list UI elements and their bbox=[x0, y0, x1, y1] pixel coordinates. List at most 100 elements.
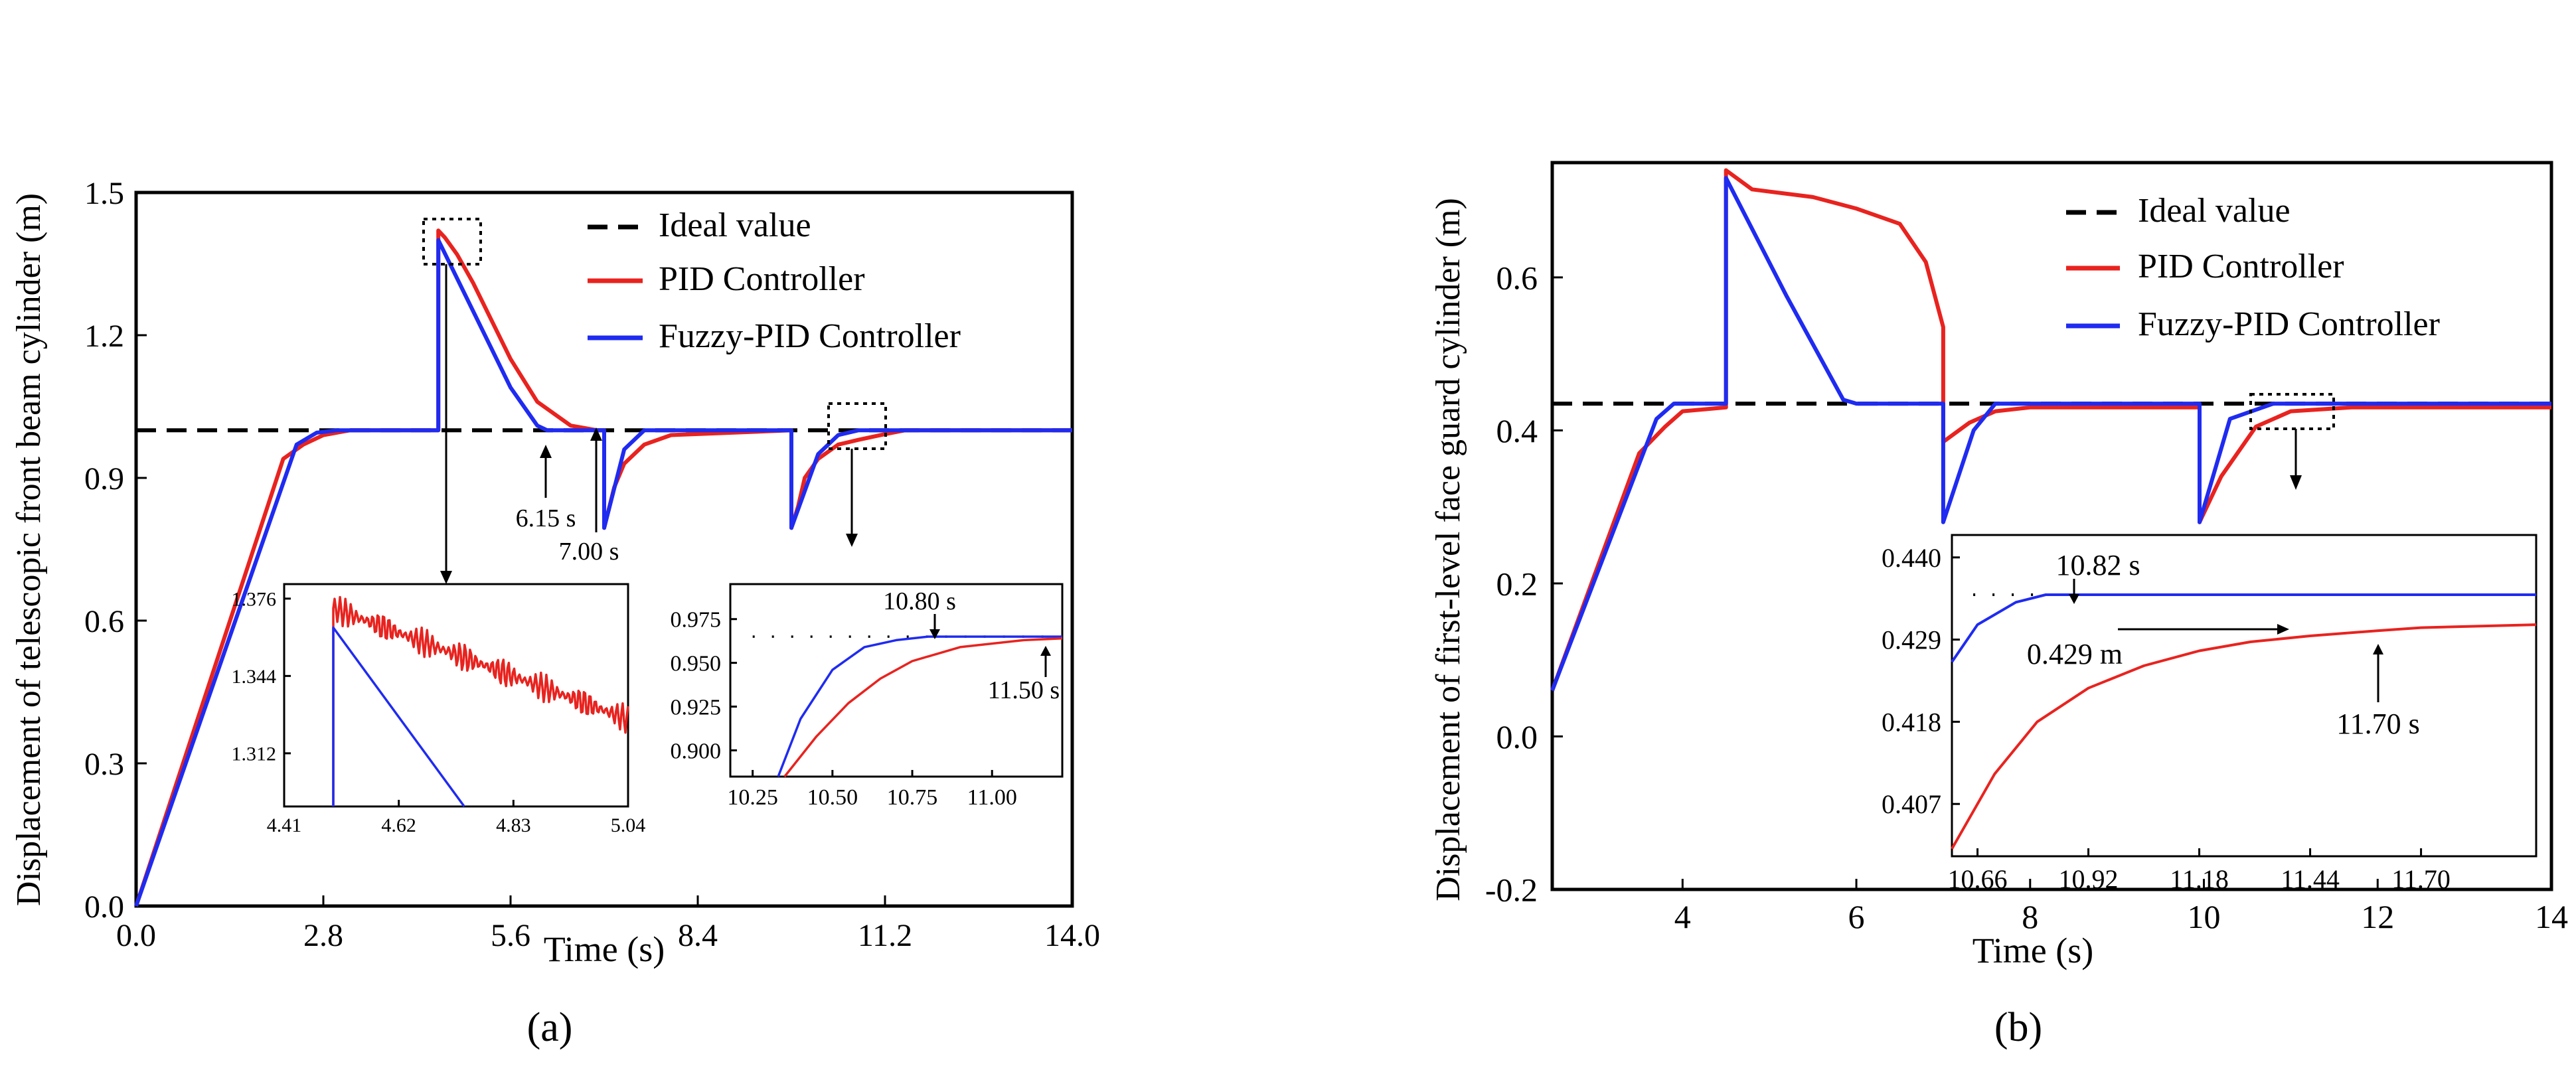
panel-a-x-ticks: 0.0 2.8 5.6 8.4 11.2 14.0 bbox=[116, 895, 1100, 953]
panel-a-x-label: Time (s) bbox=[544, 929, 665, 969]
panel-b-legend: Ideal value PID Controller Fuzzy-PID Con… bbox=[2066, 192, 2440, 343]
inset-a1-x-tick-label: 5.04 bbox=[611, 814, 646, 836]
panel-b-y-tick-label: 0.6 bbox=[1496, 259, 1538, 296]
panel-a-x-tick-label: 5.6 bbox=[491, 918, 530, 953]
inset-a2-series-fuzzy bbox=[777, 635, 1062, 777]
inset-a1-ticks: 4.41 4.62 4.83 5.04 1.312 1.344 1.376 bbox=[232, 588, 646, 836]
inset-a1-x-tick-label: 4.62 bbox=[381, 814, 416, 836]
panel-b-x-tick-label: 10 bbox=[2188, 898, 2221, 935]
panel-a-inset-1: 4.41 4.62 4.83 5.04 1.312 1.344 1.376 bbox=[232, 583, 646, 836]
inset-a2-arrowhead-1080 bbox=[929, 629, 940, 639]
inset-a2-series-pid bbox=[783, 637, 1063, 778]
panel-a-legend: Ideal value PID Controller Fuzzy-PID Con… bbox=[588, 206, 961, 355]
panel-b-plot-frame bbox=[1550, 161, 2553, 891]
panel-a-x-tick-label: 14.0 bbox=[1044, 918, 1100, 953]
panel-a-zoom-box-2 bbox=[827, 402, 887, 450]
inset-a1-x-tick-label: 4.41 bbox=[267, 814, 302, 836]
panel-b-x-tick-label: 8 bbox=[2022, 898, 2038, 935]
inset-b1-x-tick-label: 11.18 bbox=[2170, 864, 2229, 894]
inset-a1-series bbox=[332, 595, 629, 808]
inset-a2-x-tick-label: 10.50 bbox=[807, 785, 858, 810]
inset-b1-y-tick-label: 0.418 bbox=[1882, 707, 1941, 737]
panel-a-y-tick-label: 0.9 bbox=[84, 461, 124, 496]
inset-b1-series-pid bbox=[1951, 623, 2537, 850]
panel-b-x-label: Time (s) bbox=[1972, 931, 2094, 970]
panel-a-zoom-box-1 bbox=[422, 218, 482, 266]
panel-a-caption: (a) bbox=[527, 1005, 573, 1050]
legend-b-label-ideal: Ideal value bbox=[2138, 192, 2291, 230]
inset-a2-x-tick-label: 10.75 bbox=[887, 785, 938, 810]
inset-b1-x-tick-label: 11.44 bbox=[2281, 864, 2340, 894]
inset-a2-y-tick-label: 0.900 bbox=[671, 739, 722, 763]
panel-a-zoom-arrowhead-2 bbox=[846, 534, 858, 547]
inset-b1-series-fuzzy bbox=[1951, 593, 2536, 663]
panel-a-x-tick-label: 0.0 bbox=[116, 918, 156, 953]
panel-a-x-tick-label: 11.2 bbox=[858, 918, 912, 953]
panel-b-x-tick-label: 4 bbox=[1674, 898, 1691, 935]
inset-a1-x-tick-label: 4.83 bbox=[496, 814, 531, 836]
inset-b1-arrowhead-0429 bbox=[2277, 624, 2289, 635]
legend-label-pid: PID Controller bbox=[659, 260, 865, 298]
legend-b-label-fuzzy: Fuzzy-PID Controller bbox=[2138, 305, 2440, 343]
inset-b1-ticks: 10.66 10.92 11.18 11.44 11.70 0.407 0.418 0.429… bbox=[1882, 543, 2451, 894]
inset-b1-y-tick-label: 0.407 bbox=[1882, 789, 1941, 819]
inset-b1-x-tick-label: 10.92 bbox=[2059, 864, 2119, 894]
panel-a-x-tick-label: 2.8 bbox=[303, 918, 343, 953]
inset-a2-arrowhead-1150 bbox=[1040, 646, 1051, 656]
panel-a-y-ticks: 0.0 0.3 0.6 0.9 1.2 1.5 bbox=[84, 176, 147, 925]
panel-a-y-tick-label: 1.5 bbox=[84, 176, 124, 211]
inset-a2-annotation-1150: 11.50 s bbox=[988, 676, 1060, 704]
annotation-arrowhead-700 bbox=[590, 427, 602, 441]
panel-b-y-ticks: -0.2 0.0 0.2 0.4 0.6 bbox=[1485, 259, 1563, 909]
annotation-615: 6.15 s bbox=[516, 504, 576, 532]
inset-b1-frame bbox=[1951, 534, 2537, 858]
panel-b: -0.2 0.0 0.2 0.4 0.6 4 6 8 10 12 14 Ideal value P… bbox=[1429, 161, 2568, 1050]
panel-b-series-pid bbox=[1550, 168, 2551, 692]
panel-b-x-tick-label: 12 bbox=[2361, 898, 2394, 935]
panel-b-inset-1: 10.66 10.92 11.18 11.44 11.70 0.407 0.418 0.429… bbox=[1882, 534, 2537, 894]
inset-a2-y-tick-label: 0.975 bbox=[671, 608, 722, 633]
panel-a-y-tick-label: 0.3 bbox=[84, 747, 124, 782]
inset-b1-annotation-1082: 10.82 s bbox=[2055, 549, 2140, 581]
panel-b-y-tick-label: -0.2 bbox=[1485, 872, 1538, 909]
inset-b1-y-tick-label: 0.440 bbox=[1882, 543, 1941, 573]
inset-a1-series-fuzzy bbox=[332, 626, 465, 808]
panel-b-y-tick-label: 0.4 bbox=[1496, 412, 1538, 449]
panel-b-x-ticks: 4 6 8 10 12 14 bbox=[1674, 879, 2568, 935]
panel-a-plot-frame bbox=[134, 190, 1074, 908]
inset-a2-frame bbox=[729, 583, 1064, 778]
inset-a1-y-tick-label: 1.376 bbox=[232, 588, 277, 610]
panel-b-zoom-arrowhead bbox=[2290, 475, 2302, 490]
inset-b1-arrowhead-1082 bbox=[2069, 594, 2079, 604]
panel-b-y-label: Displacement of first-level face guard c… bbox=[1429, 198, 1467, 901]
panel-a-y-tick-label: 0.0 bbox=[84, 889, 124, 925]
panel-b-x-tick-label: 6 bbox=[1848, 898, 1865, 935]
legend-b-label-pid: PID Controller bbox=[2138, 248, 2344, 285]
panel-a-series-fuzzy bbox=[134, 238, 1072, 907]
inset-b1-x-tick-label: 10.66 bbox=[1948, 864, 2008, 894]
inset-a1-y-tick-label: 1.312 bbox=[232, 743, 277, 765]
inset-b1-y-tick-label: 0.429 bbox=[1882, 625, 1941, 655]
panel-a-zoom-arrowhead-1 bbox=[440, 571, 452, 584]
panel-a-x-tick-label: 8.4 bbox=[678, 918, 718, 953]
panel-b-caption: (b) bbox=[1994, 1005, 2042, 1050]
panel-a-series bbox=[134, 228, 1072, 907]
panel-a-y-tick-label: 0.6 bbox=[84, 604, 124, 639]
annotation-arrowhead-615 bbox=[540, 445, 552, 458]
inset-a2-y-tick-label: 0.925 bbox=[671, 695, 722, 720]
inset-a2-y-tick-label: 0.950 bbox=[671, 652, 722, 676]
panel-a-y-tick-label: 1.2 bbox=[84, 319, 124, 354]
panel-b-y-tick-label: 0.0 bbox=[1496, 718, 1538, 755]
inset-b1-annotation-1170: 11.70 s bbox=[2336, 708, 2420, 740]
inset-b1-arrowhead-1170 bbox=[2373, 644, 2383, 654]
panel-b-series bbox=[1550, 168, 2551, 692]
inset-a1-y-tick-label: 1.344 bbox=[232, 666, 277, 688]
panel-a-y-label: Displacement of telescopic front beam cy… bbox=[10, 193, 48, 906]
legend-label-ideal: Ideal value bbox=[659, 206, 811, 244]
panel-b-zoom-box bbox=[2249, 393, 2335, 430]
legend-label-fuzzy: Fuzzy-PID Controller bbox=[659, 317, 961, 355]
inset-b1-annotation-0429: 0.429 m bbox=[2027, 638, 2123, 670]
panel-b-series-fuzzy bbox=[1550, 176, 2551, 692]
inset-a2-ticks: 10.25 10.50 10.75 11.00 0.900 0.925 0.950 0.975 bbox=[671, 608, 1017, 810]
